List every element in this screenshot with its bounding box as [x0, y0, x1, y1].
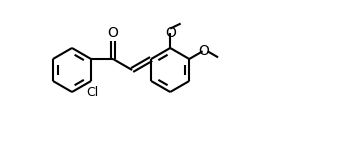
Text: Cl: Cl: [86, 86, 98, 99]
Text: O: O: [165, 26, 176, 40]
Text: O: O: [108, 26, 119, 40]
Text: O: O: [198, 44, 209, 58]
